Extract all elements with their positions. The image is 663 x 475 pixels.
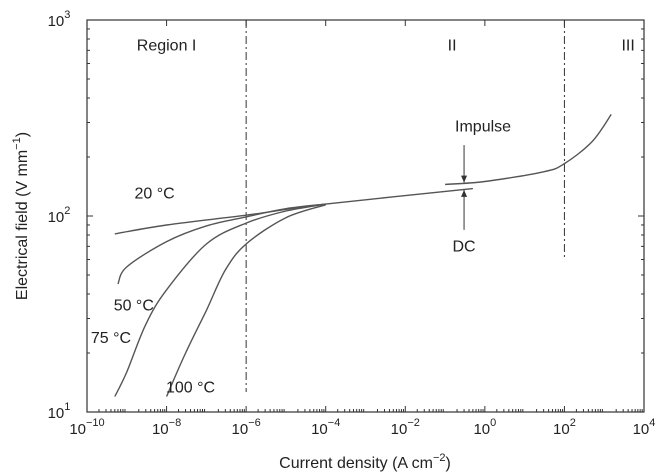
x-tick-label: 102 [553,417,576,438]
curve-label-50-degc: 50 °C [114,297,154,314]
curve-label-100-degc: 100 °C [166,379,215,396]
x-tick-label: 10−4 [311,417,340,438]
y-tick-label: 103 [48,9,71,30]
curve-75-degc [114,203,326,397]
x-tick-label: 10−10 [69,417,104,438]
curve-50-degc [117,203,326,285]
region-label-ii: II [448,37,457,54]
x-axis-label: Current density (A cm−2) [279,452,451,472]
x-axis-ticks: 10−10 10−8 10−6 10−4 10−2 100 102 104 [69,20,655,438]
region-labels: Region I II III [137,37,635,54]
y-axis-label: Electrical field (V mm−1) [11,132,31,300]
curve-impulse [445,114,612,186]
y-tick-label: 101 [48,401,71,422]
region-label-region-i: Region I [137,37,197,54]
x-tick-label: 10−6 [232,417,261,438]
y-tick-label: 102 [48,205,71,226]
annotation-dc: DC [452,238,475,255]
annotations: Impulse DC [452,118,511,255]
annotation-arrowhead-dc [461,189,468,197]
annotation-impulse: Impulse [455,118,511,135]
region-label-iii: III [621,37,634,54]
y-axis-ticks: 101 102 103 [48,9,644,422]
x-tick-label: 104 [633,417,656,438]
x-tick-label: 10−8 [152,417,181,438]
region-boundaries [245,20,565,392]
x-tick-label: 100 [473,417,496,438]
annotation-arrowhead-impulse [461,175,468,183]
curves [114,114,612,397]
x-tick-label: 10−2 [391,417,420,438]
curve-100-degc [165,204,326,397]
plot-frame [86,19,645,413]
curve-label-75-degc: 75 °C [91,330,131,347]
curve-label-20-degc: 20 °C [134,185,174,202]
curve-labels: 20 °C 50 °C 75 °C 100 °C [91,185,215,396]
